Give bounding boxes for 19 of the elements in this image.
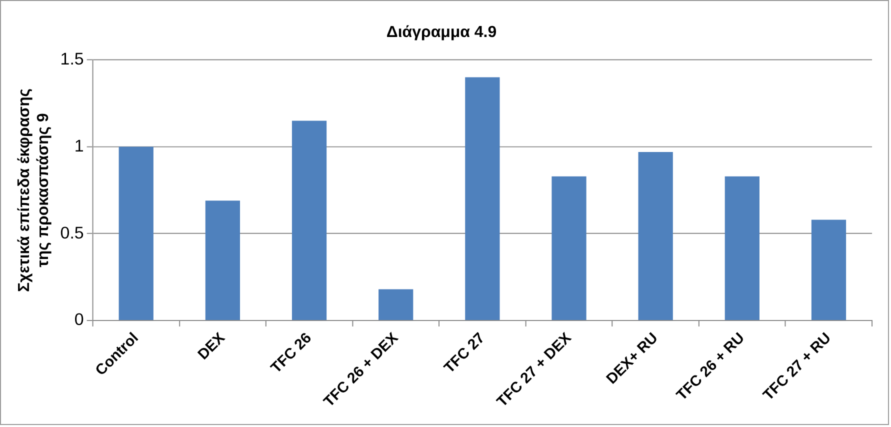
y-tick-label: 1.5 [60,50,84,69]
y-tick-label: 1 [74,136,84,156]
y-tick-label: 0.5 [60,223,84,242]
bar [118,146,154,320]
chart-title: Διάγραμμα 4.9 [386,24,497,41]
bar [292,120,327,320]
bar [378,289,414,320]
x-tick-label: TFC 26 + RU [673,330,748,404]
bar [811,220,846,320]
x-tick-label: TFC 27 + RU [760,330,834,404]
x-tick-label: TFC 27 [440,330,488,377]
bar [552,176,586,320]
x-tick-label: TFC 26 [268,330,316,377]
y-axis-title: Σχετικά επίπεδα έκφρασης της προκασπάσης 9 [16,88,52,292]
y-tick-label: 0 [74,310,84,330]
bar [638,152,673,320]
bar [465,77,500,320]
bar [724,176,760,320]
bar [205,200,240,320]
